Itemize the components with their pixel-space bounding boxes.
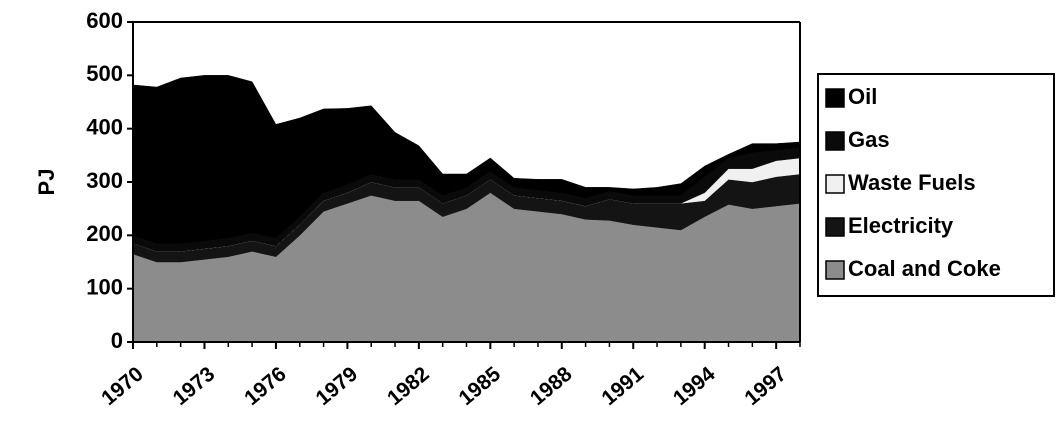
legend-swatch xyxy=(825,217,845,237)
legend-label: Waste Fuels xyxy=(848,170,976,195)
legend-swatch xyxy=(825,88,845,108)
y-tick-label: 500 xyxy=(86,61,123,86)
legend-swatch xyxy=(825,174,845,194)
x-tick-label: 1982 xyxy=(383,362,434,410)
legend-swatch xyxy=(825,131,845,151)
legend-label: Coal and Coke xyxy=(848,256,1001,281)
x-tick-label: 1976 xyxy=(240,362,291,410)
y-axis-label: PJ xyxy=(34,169,59,196)
legend-swatch xyxy=(825,260,845,280)
x-tick-label: 1985 xyxy=(455,362,506,410)
legend-label: Electricity xyxy=(848,213,954,238)
y-tick-label: 400 xyxy=(86,114,123,139)
x-tick-label: 1994 xyxy=(669,362,720,410)
legend-label: Oil xyxy=(848,84,877,109)
x-tick-label: 1997 xyxy=(740,362,791,410)
y-tick-label: 0 xyxy=(111,328,123,353)
y-tick-label: 200 xyxy=(86,221,123,246)
x-tick-label: 1973 xyxy=(169,362,220,410)
x-tick-label: 1991 xyxy=(597,362,648,410)
y-tick-label: 300 xyxy=(86,168,123,193)
y-tick-label: 600 xyxy=(86,8,123,33)
x-tick-label: 1988 xyxy=(526,362,577,410)
x-tick-label: 1979 xyxy=(312,362,363,410)
legend-box xyxy=(817,73,1055,297)
y-tick-label: 100 xyxy=(86,274,123,299)
x-tick-label: 1970 xyxy=(97,362,148,410)
legend-label: Gas xyxy=(848,127,890,152)
